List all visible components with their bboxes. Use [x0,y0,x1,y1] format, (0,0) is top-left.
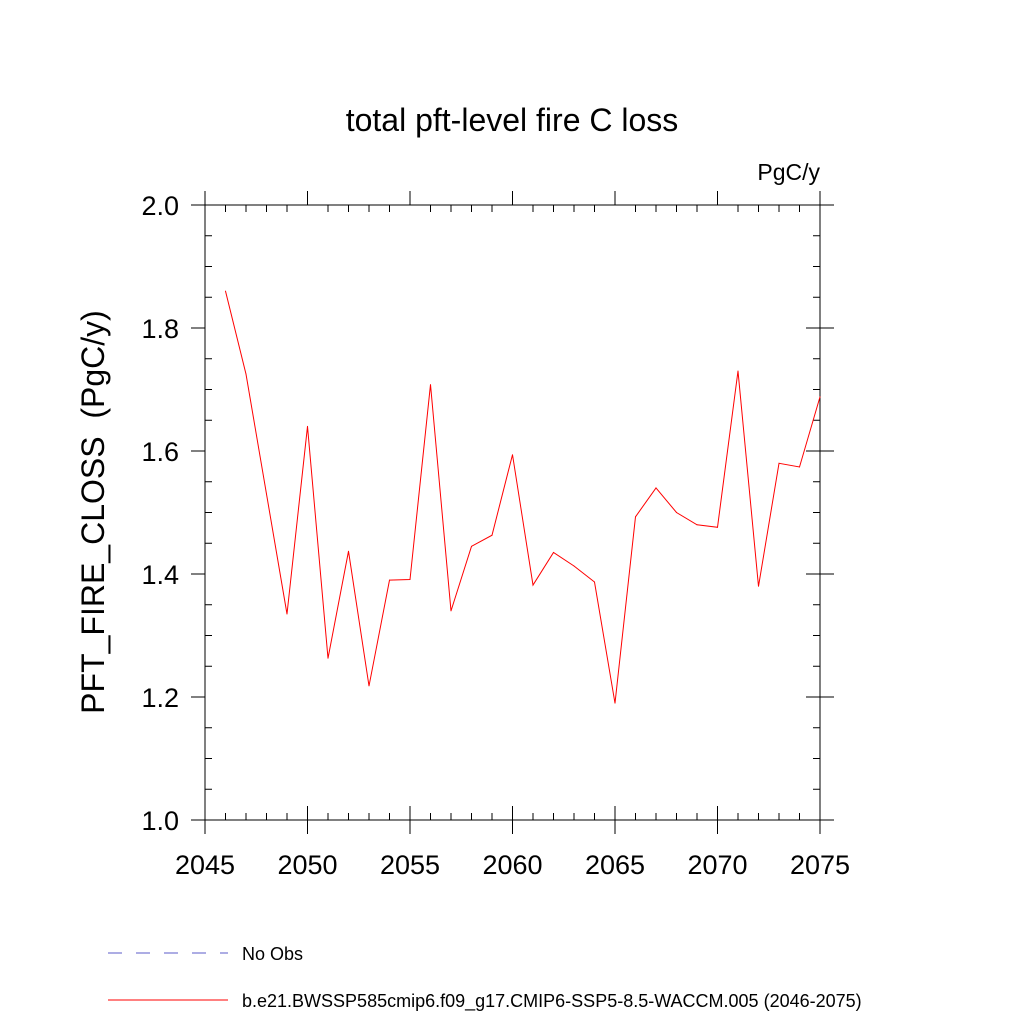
series-layer [225,290,821,704]
data-point [245,373,247,375]
data-point [819,396,821,398]
y-tick-label: 1.8 [141,314,179,344]
data-point [348,550,349,552]
series-line-0 [225,290,821,704]
y-tick-label: 2.0 [141,191,179,221]
x-tick-label: 2075 [790,850,850,880]
y-tick-label: 1.6 [141,437,179,467]
data-point [594,581,595,583]
data-point [512,454,513,456]
legend-label: b.e21.BWSSP585cmip6.f09_g17.CMIP6-SSP5-8… [242,991,862,1012]
legend: No Obs b.e21.BWSSP585cmip6.f09_g17.CMIP6-… [108,944,862,1012]
data-point [696,524,698,526]
plot-frame [204,204,821,821]
data-point [266,493,267,495]
data-point [409,579,411,581]
data-point [286,613,288,615]
data-point [614,702,616,704]
x-tick-label: 2045 [175,850,235,880]
axis-ticks: 2045 2050 2055 2060 2065 2070 2075 1.0 1.2 1.4 1.6… [141,191,850,880]
data-point [430,384,431,386]
data-point [327,657,329,659]
y-axis-label: PFT_FIRE_CLOSS (PgC/y) [75,310,111,714]
data-point [655,487,657,489]
x-tick-label: 2060 [482,850,542,880]
data-point [635,516,636,518]
data-point [532,584,534,586]
x-tick-label: 2070 [687,850,747,880]
units-label: PgC/y [757,159,820,185]
data-point [737,370,739,372]
data-point [471,545,472,547]
data-point [676,512,677,513]
data-point [225,290,226,292]
legend-label: No Obs [242,944,303,964]
x-tick-label: 2055 [380,850,440,880]
data-point [450,610,452,612]
data-point [717,526,718,528]
chart-title: total pft-level fire C loss [346,102,679,138]
y-tick-label: 1.2 [141,683,179,713]
data-point [758,585,759,587]
data-point [553,551,554,553]
data-point [491,534,493,536]
data-point [389,579,390,581]
data-point [573,565,575,567]
y-tick-label: 1.4 [141,560,179,590]
x-tick-label: 2065 [585,850,645,880]
y-tick-label: 1.0 [141,806,179,836]
data-point [778,462,780,464]
data-point [799,466,800,468]
data-point [368,685,370,687]
data-point [307,425,308,427]
x-tick-label: 2050 [277,850,337,880]
